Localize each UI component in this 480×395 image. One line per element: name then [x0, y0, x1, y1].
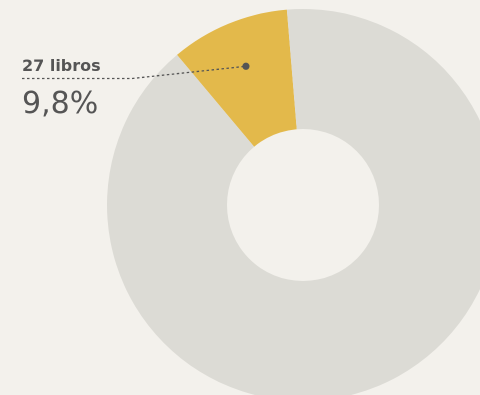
donut-hole: [227, 129, 379, 281]
annotation-percent-label: 9,8%: [22, 86, 98, 121]
annotation-count-label: 27 libros: [22, 56, 101, 75]
annotation-marker-dot: [242, 62, 250, 70]
annotation-leader-line: [22, 65, 247, 80]
